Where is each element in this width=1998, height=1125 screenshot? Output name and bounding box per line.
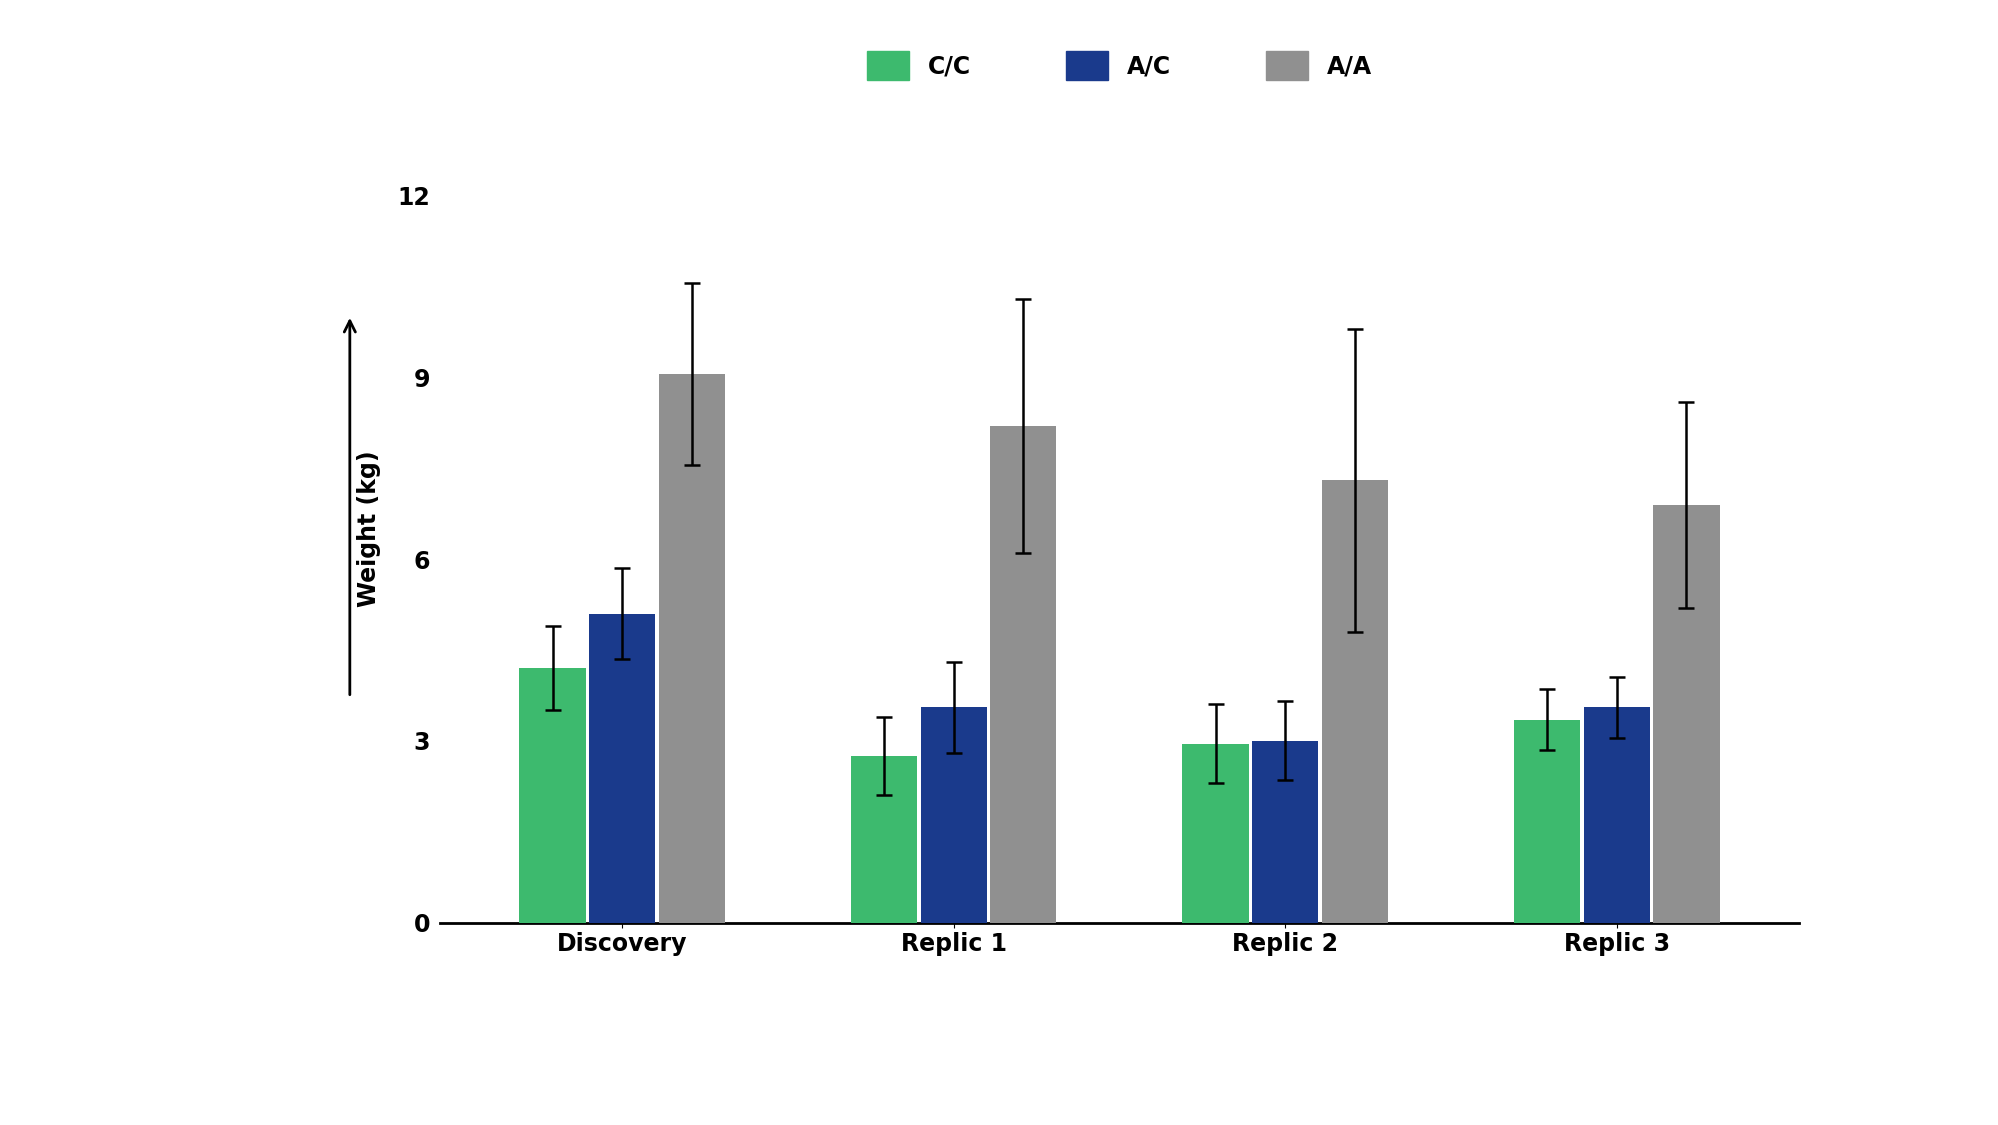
Bar — [1652, 504, 1718, 922]
Bar — [519, 668, 585, 922]
Bar — [1582, 708, 1648, 922]
Bar — [1251, 740, 1319, 922]
Bar — [1512, 720, 1580, 922]
Legend: C/C, A/C, A/A: C/C, A/C, A/A — [855, 39, 1383, 92]
Y-axis label: Weight (kg): Weight (kg) — [356, 450, 380, 608]
Bar — [1321, 480, 1387, 922]
Bar — [589, 613, 655, 922]
Bar — [919, 708, 987, 922]
Bar — [989, 425, 1055, 922]
Bar — [657, 375, 725, 922]
Bar — [851, 756, 917, 922]
Bar — [1183, 744, 1249, 922]
